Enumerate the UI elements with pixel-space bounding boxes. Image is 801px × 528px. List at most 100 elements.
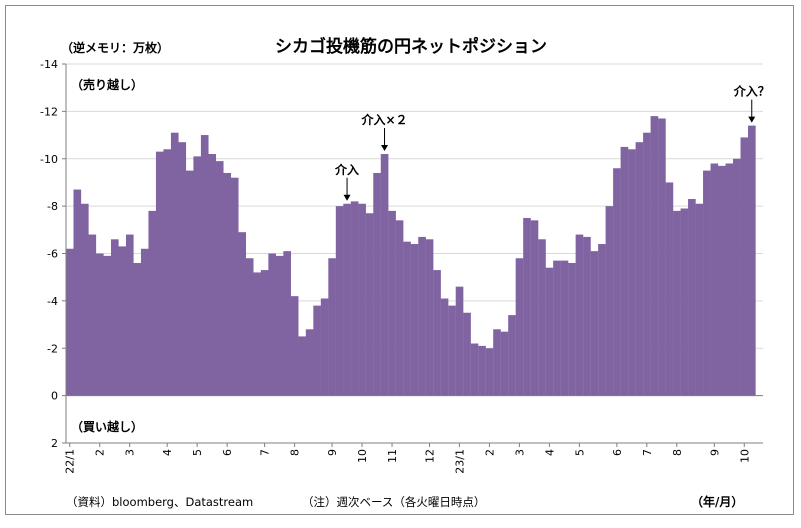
y-tick-label: 2: [51, 437, 58, 450]
y-tick-label: -12: [40, 105, 58, 118]
annotation-arrowhead: [343, 194, 351, 201]
bar: [410, 244, 419, 396]
bar: [628, 149, 636, 396]
bar: [680, 208, 689, 396]
bar: [230, 177, 239, 396]
bar: [103, 255, 112, 396]
bar: [95, 253, 104, 396]
bar: [500, 331, 509, 396]
bar: [200, 135, 209, 396]
bar: [583, 236, 591, 396]
x-tick-label: 3: [124, 449, 137, 456]
bar: [703, 170, 711, 396]
bar: [305, 329, 314, 396]
bar: [208, 154, 217, 396]
bar: [538, 239, 546, 396]
annotation-label: 介入: [334, 162, 359, 177]
upper-region-label: （売り越し）: [71, 77, 143, 92]
bar: [238, 232, 247, 396]
bar: [118, 246, 127, 396]
bar: [110, 239, 119, 396]
annotations: 介入 介入×２ 介入？: [334, 84, 770, 201]
bar: [373, 172, 381, 396]
y-tick-label: -14: [40, 58, 58, 71]
annotation-label: 介入？: [733, 84, 770, 99]
bar: [253, 272, 262, 396]
y-tick-label: -4: [47, 295, 58, 308]
bar: [380, 154, 389, 396]
bar: [748, 125, 756, 396]
y-axis: -14 -12 -10 -8 -6 -4 -2 0 2: [40, 58, 67, 450]
y-tick-label: -10: [40, 153, 58, 166]
bar: [275, 255, 284, 396]
bar: [515, 258, 524, 396]
bar: [260, 270, 269, 396]
x-unit-label: （年/月）: [691, 494, 743, 509]
bar: [425, 239, 434, 396]
bar: [155, 151, 164, 396]
x-tick-label: 3: [513, 449, 526, 456]
bar: [350, 201, 359, 396]
bar: [163, 149, 172, 396]
x-axis: 22/1 2 3 4 5 6 7 8 9 10 11 12 23/1 2 3 4 5 6 7 8 9 10: [64, 395, 763, 474]
chart-title: シカゴ投機筋の円ネットポジション: [275, 36, 547, 57]
x-tick-label: 10: [738, 449, 751, 463]
bar: [140, 248, 149, 396]
x-tick-label: 11: [386, 449, 399, 463]
bar: [643, 132, 651, 396]
x-tick-label: 2: [483, 449, 496, 456]
x-tick-label: 5: [191, 449, 204, 456]
bar: [493, 329, 501, 396]
bar: [725, 163, 734, 396]
y-tick-label: -2: [47, 342, 58, 355]
bar: [148, 210, 157, 396]
bar: [290, 296, 299, 396]
bar: [710, 163, 719, 396]
x-tick-label: 9: [326, 449, 339, 456]
bar: [545, 267, 554, 396]
x-tick-label: 7: [641, 449, 654, 456]
bar: [530, 220, 539, 396]
bar: [733, 158, 741, 396]
bar: [418, 236, 426, 396]
bar: [440, 298, 449, 396]
x-tick-label: 12: [424, 449, 437, 463]
x-tick-label: 4: [543, 449, 556, 456]
bar: [328, 258, 336, 396]
bar: [343, 203, 351, 396]
bar: [673, 210, 681, 396]
bar: [665, 182, 674, 396]
bar: [658, 118, 666, 396]
bar: [635, 142, 644, 396]
bar: [185, 170, 194, 396]
x-tick-label: 9: [708, 449, 721, 456]
bar: [388, 210, 396, 396]
bar: [193, 156, 202, 396]
bar: [395, 220, 404, 396]
bar: [73, 189, 82, 396]
x-tick-label: 22/1: [64, 449, 77, 474]
bar: [478, 345, 486, 396]
bar: [718, 165, 726, 396]
x-tick-label: 5: [573, 449, 586, 456]
x-tick-label: 8: [671, 449, 684, 456]
source-note: （資料）bloomberg、Datastream: [66, 495, 253, 509]
x-tick-label: 2: [94, 449, 107, 456]
y-tick-label: 0: [51, 390, 58, 403]
bar: [568, 262, 576, 396]
x-tick-label: 8: [289, 449, 302, 456]
bar: [268, 253, 276, 396]
bar: [358, 203, 366, 396]
bar: [298, 336, 306, 396]
annotation-label: 介入×２: [360, 112, 407, 127]
y-tick-label: -8: [47, 200, 58, 213]
bar: [320, 298, 329, 396]
bar: [455, 286, 464, 396]
bar: [695, 203, 704, 396]
bar: [463, 312, 471, 396]
bar: [365, 213, 374, 396]
bar: [613, 168, 621, 396]
method-note: （注）週次ベース（各火曜日時点）: [302, 495, 485, 509]
bar: [485, 348, 494, 396]
bar: [508, 315, 516, 396]
